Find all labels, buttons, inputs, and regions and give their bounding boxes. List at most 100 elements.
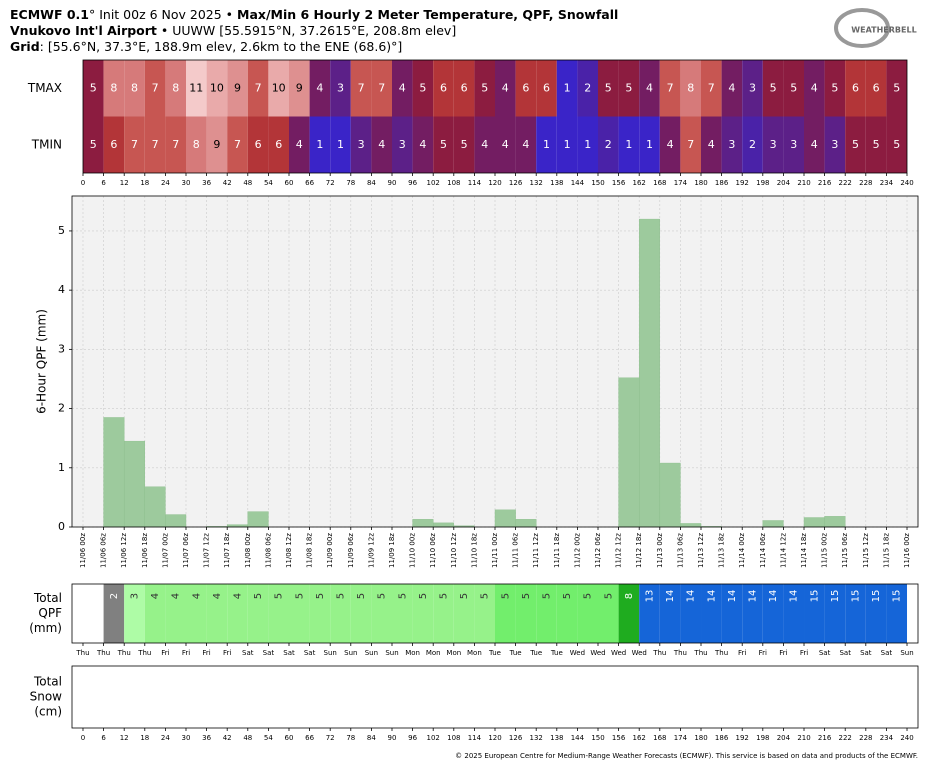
temp-cell bbox=[124, 60, 145, 117]
x-tick-label: 11/08 06z bbox=[264, 533, 272, 568]
temp-label: 7 bbox=[234, 138, 241, 151]
total-cell bbox=[515, 584, 537, 643]
temp-label: 1 bbox=[337, 138, 344, 151]
x-tick-label: 126 bbox=[509, 179, 523, 187]
temp-label: 4 bbox=[811, 81, 818, 94]
temp-label: 4 bbox=[728, 81, 735, 94]
logo: WEATHERBELL bbox=[851, 26, 916, 35]
temp-label: 1 bbox=[625, 138, 632, 151]
temp-cell bbox=[680, 116, 701, 173]
temp-cell bbox=[433, 116, 454, 173]
x-tick-label: 30 bbox=[182, 179, 191, 187]
y-label: (mm) bbox=[29, 621, 62, 635]
x-tick-label: 168 bbox=[653, 179, 666, 187]
x-tick-label: 0 bbox=[81, 179, 85, 187]
temp-cell bbox=[350, 116, 372, 173]
x-tick-label: 11/11 18z bbox=[553, 533, 561, 568]
total-label: 4 bbox=[171, 593, 182, 599]
x-tick-label: 222 bbox=[839, 734, 852, 742]
x-tick-label: 11/12 00z bbox=[573, 533, 581, 568]
total-cell bbox=[742, 584, 763, 643]
temp-cell bbox=[495, 60, 516, 117]
temp-cell bbox=[453, 116, 475, 173]
x-tick-label: 114 bbox=[468, 179, 482, 187]
x-tick-label: 66 bbox=[305, 179, 314, 187]
footer: © 2025 European Centre for Medium-Range … bbox=[455, 752, 918, 760]
x-tick-label: 11/11 00z bbox=[491, 533, 499, 568]
x-tick-label: 234 bbox=[880, 179, 894, 187]
total-label: 5 bbox=[418, 593, 429, 599]
total-cell bbox=[82, 584, 104, 643]
x-tick-label: 11/09 12z bbox=[367, 533, 375, 568]
temp-label: 5 bbox=[605, 81, 612, 94]
x-tick-label: 126 bbox=[509, 734, 523, 742]
x-tick-label: 11/10 00z bbox=[409, 533, 417, 568]
temp-label: 4 bbox=[502, 138, 509, 151]
total-label: 5 bbox=[294, 593, 305, 599]
header-line-2: Vnukovo Int'l Airport • UUWW [55.5915°N,… bbox=[10, 23, 456, 38]
x-tick-label: Sun bbox=[324, 649, 337, 657]
x-tick-label: 180 bbox=[694, 734, 707, 742]
temp-cell bbox=[865, 116, 887, 173]
temp-label: 3 bbox=[749, 81, 756, 94]
temp-cell bbox=[824, 116, 846, 173]
x-tick-label: Sun bbox=[900, 649, 913, 657]
temp-label: 4 bbox=[522, 138, 529, 151]
total-label: 5 bbox=[397, 593, 408, 599]
x-tick-label: Sun bbox=[365, 649, 378, 657]
temp-label: 6 bbox=[255, 138, 262, 151]
total-cell bbox=[701, 584, 722, 643]
total-cell bbox=[124, 584, 145, 643]
total-label: 13 bbox=[645, 590, 656, 603]
temp-cell bbox=[165, 116, 186, 173]
temp-cell bbox=[762, 116, 784, 173]
x-tick-label: 216 bbox=[818, 179, 832, 187]
x-tick-label: 11/06 18z bbox=[141, 533, 149, 568]
bar bbox=[144, 486, 166, 528]
x-tick-label: 108 bbox=[447, 734, 460, 742]
x-tick-label: 11/13 18z bbox=[718, 533, 726, 568]
x-tick-label: 138 bbox=[550, 179, 563, 187]
temp-label: 4 bbox=[296, 138, 303, 151]
temp-cell bbox=[289, 60, 310, 117]
temp-cell bbox=[330, 60, 351, 117]
temp-cell bbox=[144, 60, 166, 117]
x-tick-label: Fri bbox=[223, 649, 231, 657]
x-tick-label: 228 bbox=[859, 179, 872, 187]
x-tick-label: 6 bbox=[101, 179, 106, 187]
x-tick-label: 90 bbox=[388, 734, 397, 742]
temp-cell bbox=[536, 60, 557, 117]
total-cell bbox=[268, 584, 289, 643]
x-tick-label: 174 bbox=[674, 734, 688, 742]
x-tick-label: 48 bbox=[243, 179, 252, 187]
x-tick-label: 144 bbox=[571, 179, 585, 187]
total-label: 14 bbox=[665, 590, 676, 603]
total-label: 5 bbox=[377, 593, 388, 599]
total-label: 5 bbox=[521, 593, 532, 599]
x-tick-label: 162 bbox=[633, 179, 646, 187]
x-tick-label: Tue bbox=[509, 649, 522, 657]
temp-cell bbox=[680, 60, 701, 117]
total-label: 15 bbox=[871, 590, 882, 603]
temp-label: 4 bbox=[378, 138, 385, 151]
temp-cell bbox=[206, 116, 228, 173]
temp-cell bbox=[83, 116, 104, 173]
x-tick-label: 156 bbox=[612, 734, 626, 742]
x-tick-label: 132 bbox=[530, 734, 543, 742]
temp-label: 3 bbox=[831, 138, 838, 151]
total-label: 4 bbox=[150, 593, 161, 599]
temp-label: 1 bbox=[564, 138, 571, 151]
x-tick-label: 24 bbox=[161, 734, 170, 742]
x-tick-label: 11/14 18z bbox=[800, 533, 808, 568]
bar bbox=[432, 522, 454, 528]
x-tick-label: Sun bbox=[385, 649, 398, 657]
x-tick-label: 162 bbox=[633, 734, 646, 742]
y-label: QPF bbox=[38, 606, 62, 620]
y-tick-label: 2 bbox=[58, 402, 65, 415]
total-label: 5 bbox=[459, 593, 470, 599]
x-tick-label: 156 bbox=[612, 179, 626, 187]
bar bbox=[515, 519, 537, 528]
x-tick-label: Sat bbox=[839, 649, 851, 657]
temp-cell bbox=[392, 60, 413, 117]
y-tick-label: 4 bbox=[58, 283, 65, 296]
